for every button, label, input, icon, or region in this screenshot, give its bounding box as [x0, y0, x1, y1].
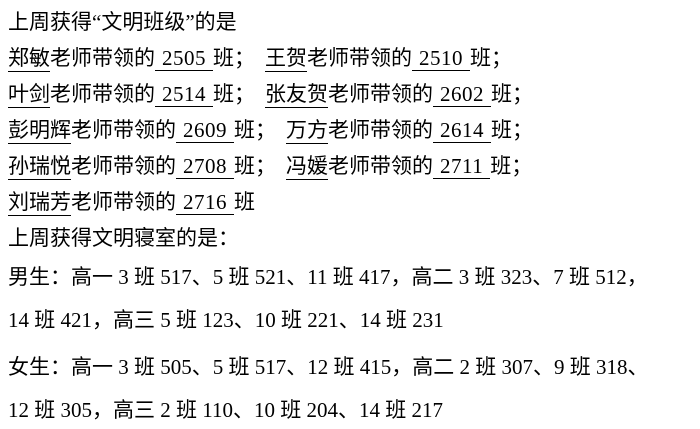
class-number: 2514	[155, 82, 213, 107]
class-award-title: 上周获得“文明班级”的是	[8, 10, 237, 34]
class-number: 2711	[433, 154, 491, 179]
award-label: 老师带领的	[50, 82, 155, 106]
award-entry: 彭明辉老师带领的 2609 班；	[8, 118, 276, 144]
award-entry: 叶剑老师带领的 2514 班；	[8, 82, 255, 108]
award-suffix: 班；	[491, 82, 533, 106]
class-number: 2505	[155, 46, 213, 71]
girls-dorm-paragraph: 女生：高一 3 班 505、5 班 517、12 班 415，高二 2 班 30…	[8, 346, 694, 429]
award-line-3: 彭明辉老师带领的 2609 班； 万方老师带领的 2614 班；	[8, 112, 694, 148]
teacher-name: 冯媛	[286, 154, 328, 180]
teacher-name: 王贺	[265, 46, 307, 72]
award-entry: 刘瑞芳老师带领的 2716 班	[8, 190, 255, 216]
award-entry: 万方老师带领的 2614 班；	[286, 118, 533, 144]
award-label: 老师带领的	[307, 46, 412, 70]
award-entry: 王贺老师带领的 2510 班；	[265, 46, 512, 72]
award-line-5: 刘瑞芳老师带领的 2716 班	[8, 184, 694, 220]
class-number: 2609	[176, 118, 234, 143]
girls-label: 女生：	[8, 355, 71, 379]
dorm-title: 上周获得文明寝室的是：	[8, 226, 239, 250]
award-entry: 郑敏老师带领的 2505 班；	[8, 46, 255, 72]
award-label: 老师带领的	[71, 190, 176, 214]
class-number: 2716	[176, 190, 234, 215]
award-suffix: 班；	[234, 118, 276, 142]
teacher-name: 郑敏	[8, 46, 50, 72]
award-label: 老师带领的	[328, 118, 433, 142]
teacher-name: 孙瑞悦	[8, 154, 71, 180]
class-number: 2510	[412, 46, 470, 71]
award-label: 老师带领的	[328, 154, 433, 178]
award-entry: 冯媛老师带领的 2711 班；	[286, 154, 533, 180]
girls-dorm-text-1: 高一 3 班 505、5 班 517、12 班 415，高二 2 班 307、9…	[71, 355, 649, 379]
award-suffix: 班；	[213, 82, 255, 106]
class-number: 2708	[176, 154, 234, 179]
girls-dorm-line-1: 女生：高一 3 班 505、5 班 517、12 班 415，高二 2 班 30…	[8, 346, 694, 389]
teacher-name: 刘瑞芳	[8, 190, 71, 216]
award-suffix: 班；	[234, 154, 276, 178]
award-suffix: 班；	[470, 46, 512, 70]
boys-dorm-line-2: 14 班 421，高三 5 班 123、10 班 221、14 班 231	[8, 308, 444, 332]
teacher-name: 彭明辉	[8, 118, 71, 144]
award-suffix: 班；	[213, 46, 255, 70]
award-suffix: 班；	[491, 118, 533, 142]
award-entry: 孙瑞悦老师带领的 2708 班；	[8, 154, 276, 180]
teacher-name: 叶剑	[8, 82, 50, 108]
boys-dorm-paragraph: 男生：高一 3 班 517、5 班 521、11 班 417，高二 3 班 32…	[8, 256, 694, 342]
award-label: 老师带领的	[71, 118, 176, 142]
award-suffix: 班	[234, 190, 255, 214]
award-entry: 张友贺老师带领的 2602 班；	[265, 82, 533, 108]
class-number: 2602	[433, 82, 491, 107]
award-label: 老师带领的	[71, 154, 176, 178]
class-number: 2614	[433, 118, 491, 143]
award-line-2: 叶剑老师带领的 2514 班； 张友贺老师带领的 2602 班；	[8, 76, 694, 112]
teacher-name: 张友贺	[265, 82, 328, 108]
teacher-name: 万方	[286, 118, 328, 144]
boys-label: 男生：	[8, 265, 71, 289]
award-line-4: 孙瑞悦老师带领的 2708 班； 冯媛老师带领的 2711 班；	[8, 148, 694, 184]
boys-dorm-line-1: 男生：高一 3 班 517、5 班 521、11 班 417，高二 3 班 32…	[8, 256, 694, 299]
girls-dorm-line-2: 12 班 305，高三 2 班 110、10 班 204、14 班 217	[8, 398, 443, 422]
boys-dorm-text-1: 高一 3 班 517、5 班 521、11 班 417，高二 3 班 323、7…	[71, 265, 648, 289]
award-line-1: 郑敏老师带领的 2505 班； 王贺老师带领的 2510 班；	[8, 40, 694, 76]
award-label: 老师带领的	[50, 46, 155, 70]
award-label: 老师带领的	[328, 82, 433, 106]
award-suffix: 班；	[490, 154, 533, 178]
